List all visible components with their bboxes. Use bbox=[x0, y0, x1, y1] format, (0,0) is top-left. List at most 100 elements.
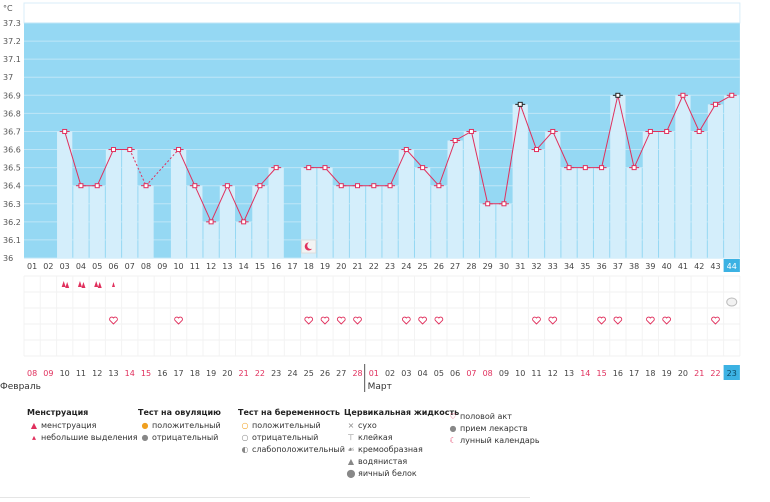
intercourse-heart-icon bbox=[353, 316, 362, 325]
calendar-date-label: 11 bbox=[531, 369, 541, 378]
legend-item: положительный bbox=[152, 421, 221, 430]
footer-divider bbox=[0, 497, 530, 498]
temperature-bar bbox=[170, 149, 187, 258]
temperature-line-segment bbox=[682, 95, 700, 132]
temperature-bar bbox=[561, 167, 577, 258]
temperature-line-segment bbox=[210, 185, 228, 223]
legend-item: клейкая bbox=[358, 433, 393, 442]
temperature-point bbox=[582, 165, 588, 171]
legend-item: отрицательный bbox=[252, 433, 319, 442]
temperature-line-segment bbox=[405, 149, 423, 168]
temperature-point bbox=[452, 138, 458, 143]
medication-pill-icon bbox=[726, 297, 738, 307]
cycle-day-label: 16 bbox=[271, 262, 281, 271]
legend-menstruation: Менструация ▲ менструация ▴ небольшие выде… bbox=[27, 408, 138, 444]
menstruation-drop-icon bbox=[81, 282, 86, 288]
legend-item: кремообразная bbox=[358, 445, 423, 454]
pregnancy-negative-icon: ○ bbox=[241, 433, 249, 442]
cycle-day-label: 33 bbox=[548, 262, 558, 271]
temperature-bar bbox=[528, 149, 545, 258]
intercourse-heart-icon bbox=[304, 316, 314, 325]
cycle-day-label: 29 bbox=[483, 262, 493, 271]
cycle-day-label: 38 bbox=[629, 262, 639, 271]
temperature-point bbox=[192, 183, 198, 189]
temperature-bar bbox=[577, 167, 593, 258]
calendar-date-label: 01 bbox=[369, 369, 379, 378]
cycle-day-label: 04 bbox=[76, 262, 86, 271]
bbt-chart: 37.3 37.2 37.1 37 36.9 36.8 36.7 36.6 36.5 36.4 36… bbox=[0, 2, 741, 392]
month-label: Март bbox=[368, 382, 392, 392]
current-day-highlight bbox=[723, 259, 740, 272]
calendar-date-label: 26 bbox=[320, 369, 330, 378]
temperature-point bbox=[436, 183, 442, 189]
calendar-date-label: 16 bbox=[613, 369, 623, 378]
calendar-date-label: 20 bbox=[678, 369, 688, 378]
y-tick-label: 37.2 bbox=[3, 37, 21, 46]
temperature-point bbox=[517, 101, 523, 107]
temperature-point bbox=[566, 165, 572, 171]
temperature-line-segment bbox=[178, 149, 196, 186]
temperature-point bbox=[696, 128, 702, 134]
y-tick-label: 36.4 bbox=[3, 182, 21, 191]
intercourse-heart-icon bbox=[548, 316, 558, 325]
calendar-date-label: 03 bbox=[401, 369, 411, 378]
legend-item: положительный bbox=[252, 421, 321, 430]
cycle-day-label: 07 bbox=[125, 262, 135, 271]
temperature-point bbox=[371, 183, 377, 189]
legend-item: яичный белок bbox=[358, 469, 417, 478]
current-date-highlight bbox=[723, 365, 740, 380]
temperature-bar bbox=[382, 185, 398, 258]
temperature-bar bbox=[707, 104, 724, 258]
calendar-date-label: 12 bbox=[548, 369, 558, 378]
temperature-line-segment bbox=[633, 131, 651, 168]
temperature-point bbox=[387, 183, 393, 189]
moon-icon: ☾ bbox=[449, 436, 457, 445]
intercourse-heart-icon bbox=[402, 316, 411, 325]
calendar-date-label: 18 bbox=[645, 369, 655, 378]
temperature-bar bbox=[268, 167, 284, 258]
temperature-point bbox=[729, 92, 735, 98]
calendar-date-label: 06 bbox=[450, 369, 460, 378]
legend-item: слабоположительный bbox=[252, 445, 345, 454]
temperature-bar bbox=[659, 131, 675, 258]
temperature-bar bbox=[105, 149, 122, 258]
cycle-day-label: 42 bbox=[694, 262, 704, 271]
legend-item: менструация bbox=[41, 421, 97, 430]
temperature-bar bbox=[349, 185, 366, 258]
calendar-date-label: 14 bbox=[125, 369, 135, 378]
legend-item: водянистая bbox=[358, 457, 408, 466]
temperature-point bbox=[712, 101, 718, 107]
calendar-date-label: 09 bbox=[499, 369, 509, 378]
temperature-bar bbox=[626, 167, 642, 258]
legend-pregnancy-title: Тест на беременность bbox=[238, 408, 340, 417]
calendar-date-label: 15 bbox=[596, 369, 606, 378]
pregnancy-weak-icon: ◐ bbox=[241, 445, 249, 454]
temperature-point bbox=[110, 147, 116, 153]
y-tick-label: 37 bbox=[3, 73, 13, 82]
temperature-line-segment bbox=[519, 104, 537, 150]
calendar-date-label: 25 bbox=[304, 369, 314, 378]
temperature-point bbox=[273, 165, 279, 171]
pregnancy-positive-icon: ○ bbox=[241, 421, 249, 430]
y-tick-label: 36.8 bbox=[3, 109, 21, 118]
temperature-bar bbox=[414, 167, 431, 258]
cycle-day-label: 26 bbox=[434, 262, 444, 271]
temperature-point bbox=[355, 183, 361, 189]
cycle-day-label: 09 bbox=[157, 262, 167, 271]
temperature-line-segment bbox=[194, 185, 212, 223]
cycle-day-label: 43 bbox=[710, 262, 720, 271]
cycle-day-label: 28 bbox=[466, 262, 476, 271]
y-tick-label: 36.5 bbox=[3, 164, 21, 173]
calendar-date-label: 08 bbox=[27, 369, 37, 378]
drop-icon: ▲ bbox=[30, 421, 38, 430]
legend-item: прием лекарств bbox=[460, 424, 528, 433]
legend-ovulation-title: Тест на овуляцию bbox=[138, 408, 221, 417]
temperature-line-segment bbox=[552, 131, 570, 168]
calendar-date-label: 02 bbox=[385, 369, 395, 378]
temperature-line-segment bbox=[617, 95, 635, 168]
temperature-line-segment bbox=[698, 104, 716, 132]
temperature-bar bbox=[187, 185, 203, 258]
ovulation-negative-icon: ● bbox=[141, 433, 149, 442]
calendar-date-label: 19 bbox=[662, 369, 672, 378]
legend-item: отрицательный bbox=[152, 433, 219, 442]
